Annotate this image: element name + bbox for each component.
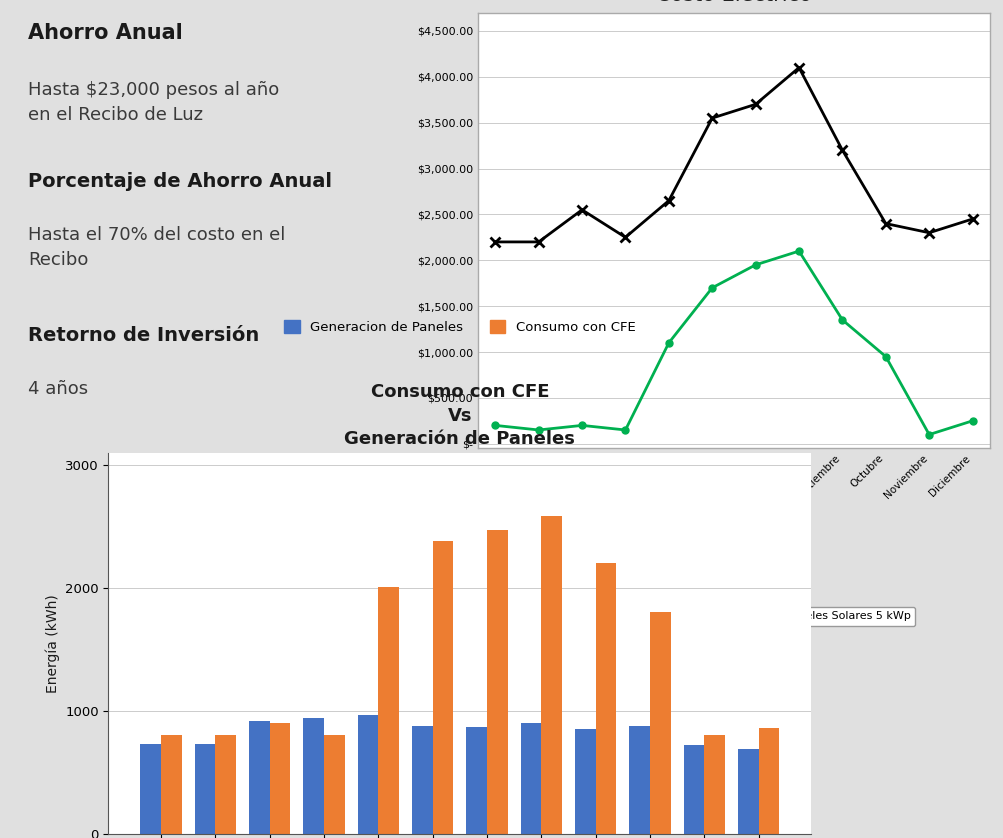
Bar (683, 745, 704, 834)
Text: Ahorro Anual: Ahorro Anual (28, 23, 183, 43)
Costo Actual (M.N.) (966, 214, 978, 224)
Costo Actual (M.N.) (662, 195, 674, 205)
Bar (486, 530, 508, 834)
Legend: Costo Actual (M.N.), Con Paneles Solares 5 kWp: Costo Actual (M.N.), Con Paneles Solares… (552, 607, 915, 626)
Text: 4 años: 4 años (28, 380, 88, 398)
Bar (432, 541, 453, 834)
Bar (378, 587, 398, 834)
Bar (357, 715, 378, 834)
Bar (629, 726, 649, 834)
Bar (324, 736, 344, 834)
Con Paneles Solares 5 kWp (922, 430, 934, 440)
Bar (649, 613, 670, 834)
Bar (737, 749, 758, 834)
Title: Costo Eléctrico: Costo Eléctrico (655, 0, 811, 6)
Con Paneles Solares 5 kWp (879, 352, 891, 362)
Text: Hasta $23,000 pesos al año
en el Recibo de Luz: Hasta $23,000 pesos al año en el Recibo … (28, 81, 279, 125)
Costo Actual (M.N.) (922, 228, 934, 238)
Text: Hasta el 70% del costo en el
Recibo: Hasta el 70% del costo en el Recibo (28, 226, 285, 269)
Con Paneles Solares 5 kWp (792, 246, 804, 256)
Y-axis label: Energía (kWh): Energía (kWh) (45, 594, 59, 692)
Costo Actual (M.N.) (619, 232, 631, 242)
Bar (411, 726, 432, 834)
Bar (521, 723, 541, 834)
Bar (758, 728, 778, 834)
Costo Actual (M.N.) (792, 63, 804, 73)
Costo Actual (M.N.) (533, 237, 545, 247)
Bar (160, 736, 182, 834)
Bar (704, 736, 724, 834)
Con Paneles Solares 5 kWp (749, 260, 761, 270)
Text: Retorno de Inversión: Retorno de Inversión (28, 326, 259, 344)
Costo Actual (M.N.) (576, 204, 588, 215)
Bar (195, 744, 215, 834)
Text: Porcentaje de Ahorro Anual: Porcentaje de Ahorro Anual (28, 172, 332, 191)
Bar (249, 721, 270, 834)
Title: Consumo con CFE
Vs
Generación de Paneles: Consumo con CFE Vs Generación de Paneles (344, 383, 575, 448)
Con Paneles Solares 5 kWp (488, 421, 500, 431)
Bar (140, 744, 160, 834)
Con Paneles Solares 5 kWp (576, 421, 588, 431)
Con Paneles Solares 5 kWp (533, 425, 545, 435)
Costo Actual (M.N.) (879, 219, 891, 229)
Con Paneles Solares 5 kWp (835, 315, 848, 325)
Bar (541, 516, 562, 834)
Costo Actual (M.N.) (488, 237, 500, 247)
Costo Actual (M.N.) (835, 145, 848, 155)
Bar (465, 727, 486, 834)
Bar (575, 729, 595, 834)
Bar (270, 723, 290, 834)
Line: Con Paneles Solares 5 kWp: Con Paneles Solares 5 kWp (491, 247, 975, 438)
Bar (595, 563, 616, 834)
Costo Actual (M.N.) (705, 113, 717, 123)
Bar (215, 736, 236, 834)
Line: Costo Actual (M.N.): Costo Actual (M.N.) (489, 63, 977, 246)
Con Paneles Solares 5 kWp (619, 425, 631, 435)
Con Paneles Solares 5 kWp (705, 282, 717, 292)
Legend: Generacion de Paneles, Consumo con CFE: Generacion de Paneles, Consumo con CFE (278, 314, 641, 339)
Con Paneles Solares 5 kWp (662, 338, 674, 348)
Costo Actual (M.N.) (749, 99, 761, 109)
Con Paneles Solares 5 kWp (966, 416, 978, 426)
Bar (303, 718, 324, 834)
